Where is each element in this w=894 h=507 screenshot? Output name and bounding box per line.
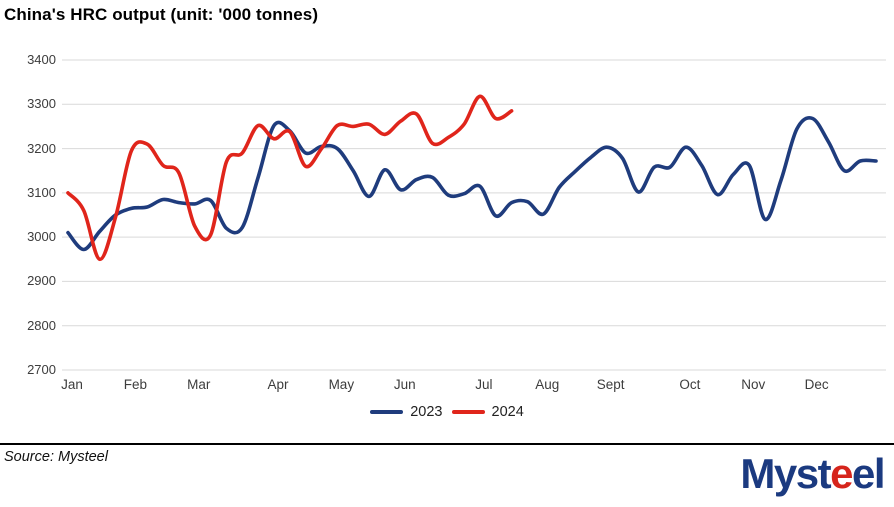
legend-line-swatch-2023	[370, 410, 404, 414]
x-month-label: May	[328, 377, 355, 392]
legend-line-swatch-2024	[451, 410, 485, 414]
x-month-label: Nov	[741, 377, 766, 392]
y-tick-label: 3300	[27, 96, 56, 112]
x-month-label: Apr	[267, 377, 289, 392]
x-month-label: Jun	[393, 377, 416, 392]
y-tick-label: 3400	[27, 52, 56, 67]
legend-item-2024: 2024	[451, 404, 524, 420]
y-tick-label: 3200	[27, 140, 56, 156]
y-tick-label: 2900	[27, 273, 56, 289]
chart-plot-area	[62, 59, 886, 371]
x-month-label: Sept	[596, 377, 625, 392]
x-month-label: Dec	[804, 377, 829, 392]
y-tick-label: 2700	[27, 362, 56, 377]
source-note: Source: Mysteel	[4, 449, 108, 465]
line-2024	[66, 94, 514, 262]
logo-text-blue-tail: el	[851, 450, 886, 497]
y-tick-label: 3100	[27, 184, 56, 200]
line-2023	[66, 115, 878, 252]
x-month-label: Jul	[475, 377, 493, 392]
y-tick-label: 2800	[27, 317, 56, 333]
mysteel-logo: Mysteel	[740, 450, 886, 497]
legend-label-2023: 2023	[410, 404, 443, 420]
legend-label-2024: 2024	[491, 404, 524, 420]
chart-title: China's HRC output (unit: '000 tonnes)	[4, 5, 319, 24]
x-month-label: Aug	[535, 377, 560, 392]
logo-text-red-e: e	[830, 450, 853, 497]
x-month-label: Mar	[187, 377, 211, 392]
logo-text-blue: Myst	[740, 450, 831, 497]
legend-item-2023: 2023	[370, 404, 443, 420]
x-month-label: Feb	[123, 377, 147, 392]
chart-legend: 2023 2024	[0, 404, 894, 420]
y-tick-label: 3000	[27, 229, 56, 245]
x-month-label: Jan	[61, 377, 83, 392]
x-month-label: Oct	[679, 377, 701, 392]
footer-separator-line	[0, 443, 894, 445]
